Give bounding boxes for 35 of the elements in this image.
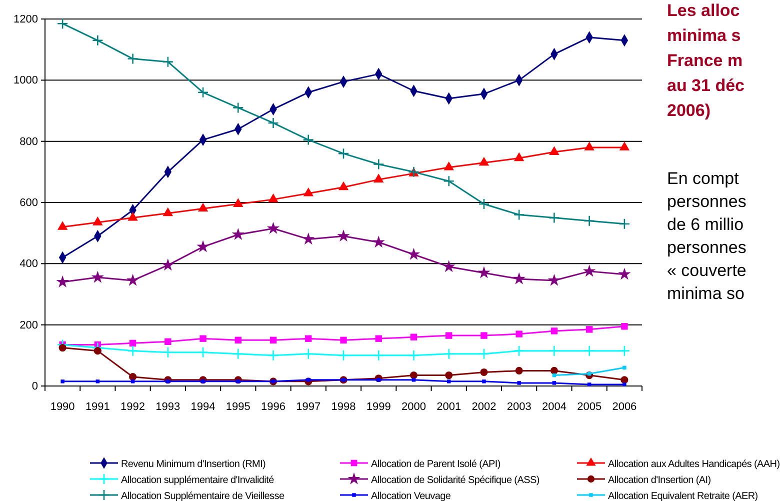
x-tick-label: 1995 — [226, 400, 250, 413]
x-tick-label: 1993 — [156, 400, 180, 413]
text: En compt personnes de 6 millio personnes « couverte minima so — [667, 169, 746, 303]
x-tick-label: 1996 — [261, 400, 286, 413]
x-tick-label: 1990 — [50, 400, 75, 413]
x-tick-label: 2001 — [436, 400, 462, 413]
x-tick-label: 2004 — [542, 400, 566, 413]
legend-label: Allocation d'Insertion (AI) — [608, 475, 711, 486]
x-tick-label: 1992 — [120, 400, 146, 413]
legend-label: Allocation aux Adultes Handicapés (AAH) — [608, 459, 780, 470]
legend-label: Allocation de Parent Isolé (API) — [371, 459, 500, 470]
x-tick-label: 2002 — [472, 400, 496, 413]
y-tick-label: 800 — [20, 136, 38, 148]
x-tick-label: 1991 — [85, 400, 110, 413]
legend-label: Revenu Minimum d'Insertion (RMI) — [121, 459, 266, 470]
legend-label: Allocation de Solidarité Spécifique (ASS) — [371, 475, 540, 486]
y-tick-label: 600 — [20, 197, 38, 210]
legend-label: Allocation supplémentaire d'Invalidité — [121, 475, 275, 486]
text: Les alloc minima s France m au 31 déc 2006) — [667, 1, 744, 120]
y-tick-label: 1200 — [14, 14, 38, 26]
y-tick-label: 1000 — [14, 74, 38, 87]
legend-label: Allocation Equivalent Retraite (AER) — [608, 491, 758, 501]
x-tick-label: 1999 — [366, 400, 391, 413]
x-tick-label: 2006 — [612, 400, 637, 413]
x-tick-label: 1994 — [190, 400, 216, 413]
x-tick-label: 1997 — [296, 400, 321, 413]
x-tick-label: 2003 — [506, 400, 532, 413]
y-tick-label: 0 — [32, 380, 38, 393]
x-tick-label: 2005 — [577, 400, 602, 413]
legend-label: Allocation Supplémentaire de Vieillesse — [121, 491, 285, 501]
legend-label: Allocation Veuvage — [371, 491, 452, 501]
x-tick-label: 2000 — [401, 400, 426, 413]
y-tick-label: 200 — [20, 319, 38, 332]
x-tick-label: 1998 — [331, 400, 356, 413]
y-tick-label: 400 — [20, 258, 38, 270]
